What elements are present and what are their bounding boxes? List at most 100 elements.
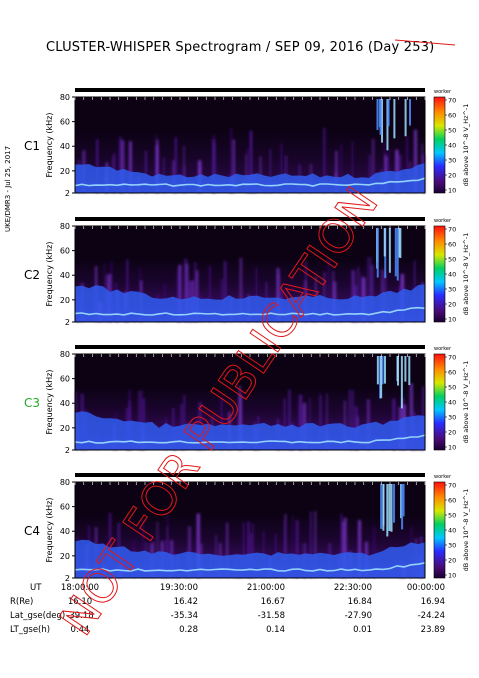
colorbar-tick-label: 60 — [448, 369, 456, 377]
colorbar-fill — [433, 96, 446, 194]
y-tick-label: 60 — [60, 503, 70, 512]
axis-row-label: LT_gse(h) — [10, 625, 50, 635]
axis-value: 21:00:00 — [247, 583, 285, 593]
y-tick-label: 20 — [60, 552, 70, 561]
y-tick-label: 60 — [60, 375, 70, 384]
y-axis-label: Frequency (kHz) — [45, 242, 54, 307]
colorbar-tick-label: 20 — [448, 301, 456, 309]
colorbar-label: dB above 10^-8 V_Hz^-1 — [462, 104, 470, 187]
colorbar-tick-label: 50 — [448, 512, 456, 520]
colorbar: 10 20 30 40 50 60 70 worker dB above 10^-8 V_Hz^… — [433, 346, 470, 452]
colorbar-fill — [433, 353, 446, 451]
colorbar-tick-label: 20 — [448, 429, 456, 437]
axis-value: 0.28 — [179, 625, 198, 635]
colorbar-label: dB above 10^-8 V_Hz^-1 — [462, 489, 470, 572]
panel-header-bar — [75, 345, 425, 349]
colorbar-tick-label: 50 — [448, 384, 456, 392]
colorbar-tick-label: 40 — [448, 399, 456, 407]
y-axis-label: Frequency (kHz) — [45, 113, 54, 178]
spacecraft-label: C3 — [24, 396, 40, 410]
axis-value: 18:00:00 — [61, 583, 99, 593]
colorbar-tick-label: 50 — [448, 127, 456, 135]
axis-value: 0.14 — [266, 625, 285, 635]
spacecraft-label: C1 — [24, 139, 40, 153]
y-tick-label: 2 — [65, 446, 70, 455]
panel-header-bar — [75, 217, 425, 221]
cyan-resonance-line — [74, 434, 426, 444]
colorbar-tick-label: 30 — [448, 414, 456, 422]
colorbar-tick-label: 50 — [448, 256, 456, 264]
colorbar-tick-label: 40 — [448, 142, 456, 150]
spacecraft-label: C4 — [24, 524, 40, 538]
colorbar-tick-label: 70 — [448, 97, 456, 105]
colorbar: 10 20 30 40 50 60 70 worker dB above 10^-8 V_Hz^… — [433, 474, 470, 580]
panel-c2: 2 20 40 60 80 Frequency (kHz) C2 10 20 30 40 50 60 70… — [24, 217, 470, 327]
colorbar: 10 20 30 40 50 60 70 worker dB above 10^-8 V_Hz^… — [433, 89, 470, 195]
high-frequency-bursts — [376, 99, 412, 151]
axis-value: 22:30:00 — [334, 583, 372, 593]
colorbar-top-label: worker — [434, 89, 452, 95]
colorbar: 10 20 30 40 50 60 70 worker dB above 10^-8 V_Hz^… — [433, 218, 470, 324]
axis-value: 16.67 — [261, 597, 285, 607]
colorbar-top-label: worker — [434, 218, 452, 224]
y-tick-label: 40 — [60, 527, 70, 536]
colorbar-tick-label: 10 — [448, 572, 456, 580]
panel-c4: 2 20 40 60 80 Frequency (kHz) C4 10 20 30 40 50 60 70… — [24, 473, 470, 583]
axis-value: -27.90 — [345, 611, 372, 621]
cyan-resonance-line — [74, 562, 426, 572]
panel-c3: 2 20 40 60 80 Frequency (kHz) C3 10 20 30 40 50 60 70… — [24, 345, 470, 455]
axis-value: 00:00:00 — [407, 583, 445, 593]
colorbar-fill — [433, 225, 446, 323]
colorbar-label: dB above 10^-8 V_Hz^-1 — [462, 233, 470, 316]
axis-value: 16.84 — [348, 597, 372, 607]
axis-value: 16.94 — [421, 597, 445, 607]
colorbar-tick-label: 60 — [448, 241, 456, 249]
panel-header-bar — [75, 473, 425, 477]
colorbar-tick-label: 70 — [448, 226, 456, 234]
axis-value: 23.89 — [421, 625, 445, 635]
colorbar-tick-label: 70 — [448, 354, 456, 362]
colorbar-tick-label: 30 — [448, 286, 456, 294]
colorbar-tick-label: 10 — [448, 444, 456, 452]
colorbar-tick-label: 10 — [448, 316, 456, 324]
y-tick-label: 80 — [60, 350, 70, 359]
colorbar-tick-label: 30 — [448, 542, 456, 550]
watermark-stroke — [394, 39, 456, 46]
colorbar-tick-label: 60 — [448, 112, 456, 120]
plasma-band — [75, 411, 425, 450]
y-axis-label: Frequency (kHz) — [45, 370, 54, 435]
plasma-band — [75, 539, 425, 578]
y-tick-label: 2 — [65, 574, 70, 583]
y-tick-label: 40 — [60, 142, 70, 151]
plasma-band — [75, 284, 425, 322]
cyan-resonance-line — [74, 306, 426, 316]
colorbar-label: dB above 10^-8 V_Hz^-1 — [462, 361, 470, 444]
colorbar-tick-label: 40 — [448, 271, 456, 279]
panel-c1: 2 20 40 60 80 Frequency (kHz) C1 10 20 30 40 50 60 70… — [24, 88, 470, 198]
axis-value: -24.24 — [418, 611, 445, 621]
spacecraft-label: C2 — [24, 268, 40, 282]
axis-value: 0.44 — [71, 625, 90, 635]
y-tick-label: 40 — [60, 399, 70, 408]
y-tick-label: 80 — [60, 93, 70, 102]
colorbar-tick-label: 60 — [448, 497, 456, 505]
panel-header-bar — [75, 88, 425, 92]
y-tick-label: 60 — [60, 247, 70, 256]
axis-value: 16.10 — [68, 597, 92, 607]
y-tick-label: 20 — [60, 296, 70, 305]
axis-value: -31.58 — [258, 611, 285, 621]
axis-row-label: Lat_gse(deg) — [10, 611, 65, 621]
y-tick-label: 80 — [60, 478, 70, 487]
axis-row-label: UT — [30, 583, 42, 593]
colorbar-tick-label: 70 — [448, 482, 456, 490]
high-frequency-bursts — [376, 356, 411, 409]
y-tick-label: 80 — [60, 222, 70, 231]
y-tick-label: 2 — [65, 318, 70, 327]
y-tick-label: 20 — [60, 167, 70, 176]
y-axis-label: Frequency (kHz) — [45, 498, 54, 563]
colorbar-top-label: worker — [434, 346, 452, 352]
axis-value: 19:30:00 — [160, 583, 198, 593]
colorbar-tick-label: 10 — [448, 187, 456, 195]
y-tick-label: 2 — [65, 189, 70, 198]
